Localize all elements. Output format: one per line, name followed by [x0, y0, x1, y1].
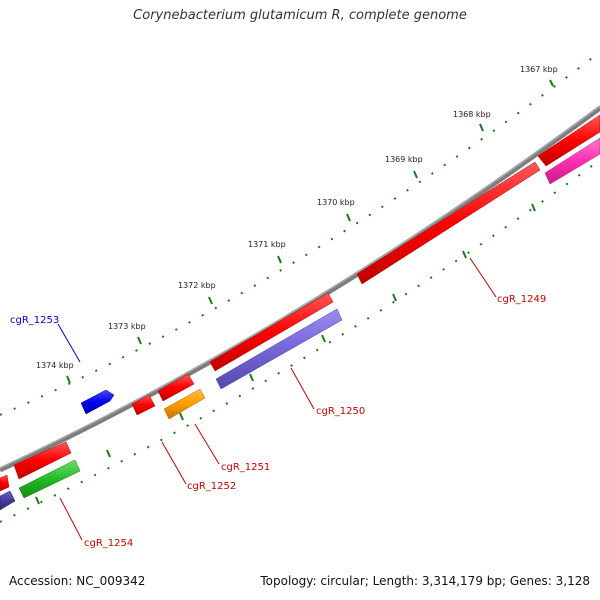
gene-label-cgR_1254[interactable]: cgR_1254 [84, 538, 133, 549]
gene-feature-forward[interactable] [537, 114, 600, 167]
leader-line-cgR_1254 [59, 497, 83, 541]
gene-feature-cgR_1250-forward[interactable] [209, 292, 334, 372]
gene-feature-cgR_1251[interactable] [163, 388, 206, 420]
accession-text: Accession: NC_009342 [9, 574, 146, 588]
major-ticks-inner [35, 203, 536, 505]
tick-label: 1373 kbp [108, 322, 146, 331]
tick-label: 1368 kbp [453, 110, 491, 119]
gene-label-cgR_1251[interactable]: cgR_1251 [221, 462, 270, 473]
gene-label-cgR_1250[interactable]: cgR_1250 [316, 406, 365, 417]
gene-feature-navy[interactable] [0, 490, 16, 511]
major-ticks-outer [66, 79, 554, 384]
gene-feature-cgR_1252[interactable] [131, 394, 156, 416]
tick-label: 1371 kbp [248, 240, 286, 249]
genome-backbone [0, 105, 600, 473]
tick-label: 1370 kbp [317, 198, 355, 207]
leader-line-cgR_1250 [290, 367, 315, 410]
gene-feature-pink[interactable] [544, 137, 600, 185]
genome-summary-text: Topology: circular; Length: 3,314,179 bp… [260, 574, 590, 588]
gene-feature-cgR_1254[interactable] [18, 459, 81, 499]
gene-label-cgR_1253[interactable]: cgR_1253 [10, 315, 59, 326]
tick-label: 1372 kbp [178, 281, 216, 290]
map-title: Corynebacterium glutamicum R, complete g… [133, 8, 467, 23]
tick-label: 1367 kbp [520, 65, 558, 74]
leader-line-cgR_1251 [194, 423, 220, 465]
leader-line-cgR_1252 [161, 441, 187, 485]
gene-label-cgR_1249[interactable]: cgR_1249 [497, 294, 546, 305]
gene-feature-cgR_1254-forward[interactable] [13, 441, 72, 480]
gene-feature-cgR_1250[interactable] [215, 308, 343, 390]
tick-label: 1374 kbp [36, 361, 74, 370]
gene-feature-left-edge[interactable] [0, 474, 10, 492]
gene-feature-cgR_1253[interactable] [80, 389, 115, 415]
gene-feature-cgR_1249[interactable] [356, 161, 541, 285]
gene-label-cgR_1252[interactable]: cgR_1252 [187, 481, 236, 492]
leader-line-cgR_1253 [57, 323, 81, 363]
outer-tick-ring [0, 51, 600, 416]
leader-line-cgR_1249 [469, 257, 497, 298]
tick-label: 1369 kbp [385, 155, 423, 164]
genome-backbone-highlight [0, 105, 600, 469]
gene-feature-cgR_1251-forward[interactable] [157, 373, 195, 402]
